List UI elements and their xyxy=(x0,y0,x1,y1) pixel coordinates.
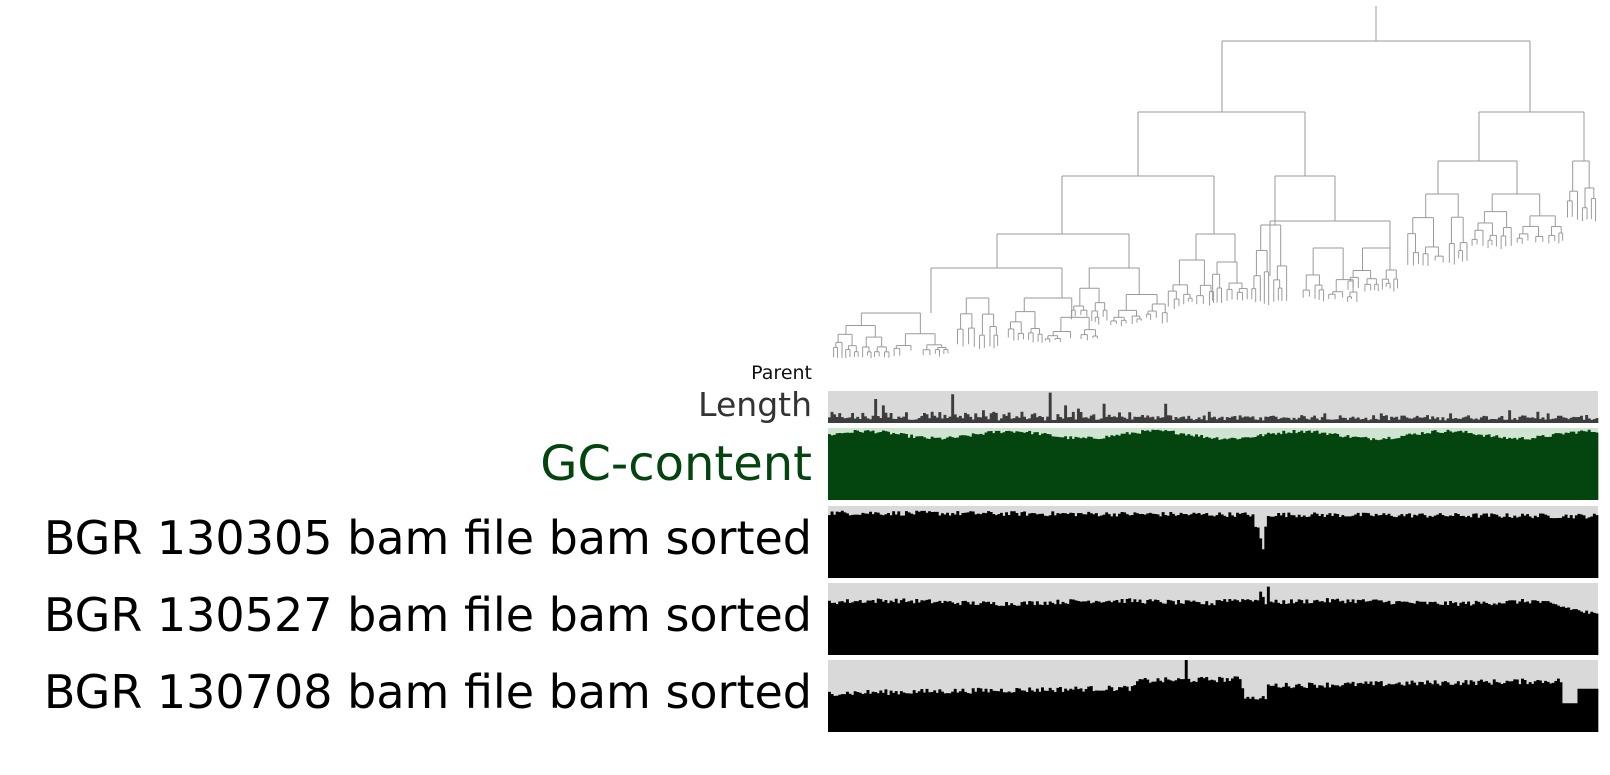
gc-content-label: GC-content xyxy=(540,436,812,492)
gc-content-track xyxy=(828,428,1599,500)
coverage-track-130527 xyxy=(828,583,1599,655)
coverage-track-130527-bars xyxy=(828,586,1599,655)
sample-label-130708: BGR 130708 bam file bam sorted xyxy=(43,665,812,719)
dendrogram xyxy=(833,6,1597,359)
coverage-track-130305-bars xyxy=(828,510,1599,578)
length-label: Length xyxy=(698,385,812,424)
sample-label-130305: BGR 130305 bam file bam sorted xyxy=(43,511,812,565)
coverage-track-130708-bars xyxy=(828,660,1599,732)
coverage-track-130305 xyxy=(828,506,1599,578)
tracks xyxy=(828,391,1599,732)
length-track xyxy=(828,391,1599,423)
sample-label-130527: BGR 130527 bam file bam sorted xyxy=(43,588,812,642)
parent-label: Parent xyxy=(751,362,812,384)
length-track-bars xyxy=(828,392,1599,423)
gc-content-track-bars xyxy=(828,429,1599,500)
coverage-track-130708 xyxy=(828,660,1599,732)
